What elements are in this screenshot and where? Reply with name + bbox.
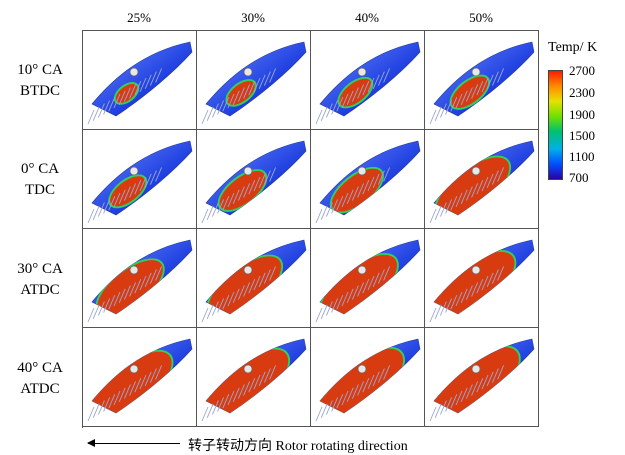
row-label-line1: 40° CA	[17, 360, 63, 376]
row-label-line1: 0° CA	[20, 161, 60, 177]
temperature-render-cell	[82, 228, 197, 328]
chamber-render	[87, 338, 193, 422]
temperature-render-cell	[424, 30, 539, 130]
row-label-40-atdc: 40° CA ATDC	[2, 358, 78, 400]
left-arrow-icon	[88, 443, 180, 444]
temperature-render-cell	[82, 327, 197, 427]
chamber-render	[429, 338, 535, 422]
temperature-render-cell	[196, 327, 311, 427]
temperature-render-cell	[424, 129, 539, 229]
chamber-render	[429, 140, 535, 224]
temperature-render-cell	[196, 129, 311, 229]
chamber-render	[87, 41, 193, 125]
chamber-render	[87, 140, 193, 224]
row-label-30-atdc: 30° CA ATDC	[2, 259, 78, 301]
chamber-render	[315, 338, 421, 422]
legend-tick: 1500	[569, 128, 595, 143]
chamber-render	[429, 239, 535, 323]
row-label-line2: BTDC	[19, 83, 60, 99]
row-label-line2: ATDC	[20, 381, 60, 397]
temperature-render-cell	[310, 129, 425, 229]
temperature-render-cell	[424, 228, 539, 328]
temperature-render-cell	[424, 327, 539, 427]
temperature-render-cell	[196, 30, 311, 130]
temperature-render-cell	[310, 228, 425, 328]
temperature-render-cell	[196, 228, 311, 328]
row-label-line1: 10° CA	[17, 62, 63, 78]
row-label-10-btdc: 10° CA BTDC	[2, 60, 78, 102]
rotation-direction-label: 转子转动方向 Rotor rotating direction	[188, 439, 408, 454]
row-label-line2: ATDC	[20, 282, 60, 298]
chamber-render	[201, 140, 307, 224]
temperature-colorbar	[548, 70, 563, 180]
chamber-render	[201, 239, 307, 323]
temperature-image-grid	[82, 30, 539, 428]
row-label-line1: 30° CA	[17, 261, 63, 277]
legend-title: Temp/ K	[548, 40, 598, 55]
chamber-render	[201, 338, 307, 422]
row-label-0-tdc: 0° CA TDC	[2, 159, 78, 201]
column-header-25: 25%	[127, 10, 151, 25]
temperature-render-cell	[82, 30, 197, 130]
temperature-render-cell	[82, 129, 197, 229]
chamber-render	[315, 41, 421, 125]
chamber-render	[315, 239, 421, 323]
legend-tick: 1900	[569, 107, 595, 122]
chamber-render	[87, 239, 193, 323]
temperature-render-cell	[310, 30, 425, 130]
legend-tick: 2700	[569, 63, 595, 78]
chamber-render	[201, 41, 307, 125]
legend-tick: 700	[569, 170, 589, 185]
chamber-render	[429, 41, 535, 125]
column-header-30: 30%	[241, 10, 265, 25]
column-header-50: 50%	[469, 10, 493, 25]
arrow-head-icon	[87, 439, 95, 447]
temperature-render-cell	[310, 327, 425, 427]
legend-tick: 2300	[569, 85, 595, 100]
column-header-40: 40%	[355, 10, 379, 25]
legend-tick: 1100	[569, 149, 595, 164]
row-label-line2: TDC	[25, 182, 55, 198]
chamber-render	[315, 140, 421, 224]
